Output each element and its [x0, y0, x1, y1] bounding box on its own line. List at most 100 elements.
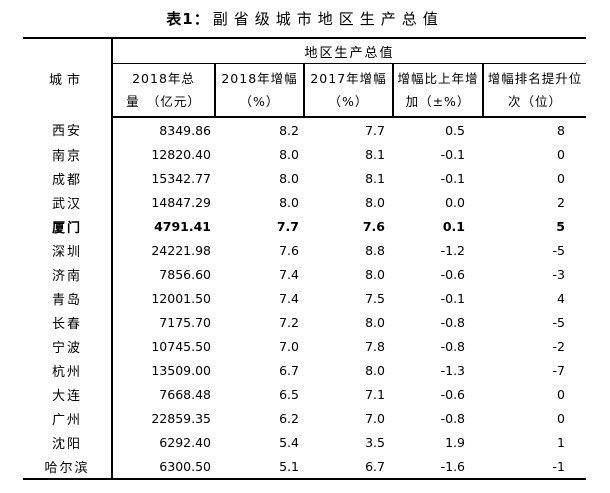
table-row: 沈阳 6292.40 5.4 3.5 1.9 1	[23, 430, 586, 454]
col-header-rank-change-line2: 次（位）	[507, 94, 562, 109]
rank-change-cell: 8	[557, 122, 565, 138]
total-2018-cell: 8349.86	[159, 122, 211, 138]
growth-2018-cell: 8.2	[279, 122, 299, 138]
city-cell: 济南	[23, 262, 113, 286]
col-header-change-line1: 增幅比上年增	[397, 71, 479, 86]
change-cell: -0.8	[440, 410, 465, 426]
growth-2018-cell: 6.7	[279, 362, 299, 378]
table-row: 杭州 13509.00 6.7 8.0 -1.3 -7	[23, 358, 586, 382]
table-row: 武汉 14847.29 8.0 8.0 0.0 2	[23, 190, 586, 214]
change-cell: 0.1	[442, 218, 465, 234]
growth-2017-cell: 8.8	[365, 242, 385, 258]
growth-2018-cell: 6.5	[279, 386, 299, 402]
change-cell: 0.5	[445, 122, 465, 138]
growth-2017-cell: 3.5	[365, 434, 385, 450]
total-2018-cell: 22859.35	[151, 410, 211, 426]
growth-2018-cell: 7.4	[279, 266, 299, 282]
col-header-total-2018-line1: 2018年总	[132, 71, 195, 86]
change-cell: 0.0	[445, 194, 465, 210]
table-title-text: 副省级城市地区生产总值	[212, 10, 444, 28]
city-cell: 厦门	[23, 214, 113, 238]
rank-change-cell: -3	[552, 266, 565, 282]
total-2018-cell: 12001.50	[151, 290, 211, 306]
change-cell: -1.3	[440, 362, 465, 378]
table-row: 哈尔滨 6300.50 5.1 6.7 -1.6 -1	[23, 454, 586, 479]
total-2018-cell: 7856.60	[159, 266, 211, 282]
growth-2017-cell: 7.8	[365, 338, 385, 354]
rank-change-cell: -1	[552, 458, 565, 474]
growth-2018-cell: 7.2	[279, 314, 299, 330]
city-cell: 广州	[23, 406, 113, 430]
city-cell: 南京	[23, 142, 113, 166]
rank-change-cell: 4	[557, 290, 565, 306]
change-cell: -1.2	[440, 242, 465, 258]
rank-change-cell: 5	[556, 218, 565, 234]
growth-2018-cell: 7.6	[279, 242, 299, 258]
city-cell: 哈尔滨	[23, 454, 113, 479]
total-2018-cell: 24221.98	[151, 242, 211, 258]
rank-change-cell: -7	[552, 362, 565, 378]
change-cell: -0.8	[440, 314, 465, 330]
rank-change-cell: -5	[552, 242, 565, 258]
table-title: 表1： 副省级城市地区生产总值	[0, 0, 610, 37]
city-cell: 青岛	[23, 286, 113, 310]
table-row: 长春 7175.70 7.2 8.0 -0.8 -5	[23, 310, 586, 334]
city-cell: 杭州	[23, 358, 113, 382]
total-2018-cell: 13509.00	[151, 362, 211, 378]
table-row: 西安 8349.86 8.2 7.7 0.5 8	[23, 117, 586, 142]
rank-change-cell: 0	[557, 146, 565, 162]
gdp-table: 城市 地区生产总值 2018年总 量 （亿元） 2018年增幅 （%） 2017…	[23, 37, 586, 480]
city-cell: 西安	[23, 117, 113, 142]
change-cell: -0.1	[440, 290, 465, 306]
change-cell: -0.1	[440, 146, 465, 162]
table-row: 青岛 12001.50 7.4 7.5 -0.1 4	[23, 286, 586, 310]
col-header-growth-2017-line1: 2017年增幅	[310, 71, 387, 86]
city-cell: 沈阳	[23, 430, 113, 454]
growth-2018-cell: 5.4	[279, 434, 299, 450]
growth-2017-cell: 8.0	[365, 266, 385, 282]
city-cell: 宁波	[23, 334, 113, 358]
growth-2018-cell: 6.2	[279, 410, 299, 426]
growth-2017-cell: 8.1	[365, 170, 385, 186]
change-cell: -0.6	[440, 386, 465, 402]
growth-2017-cell: 8.0	[365, 362, 385, 378]
total-2018-cell: 10745.50	[151, 338, 211, 354]
growth-2018-cell: 7.7	[276, 218, 299, 234]
growth-2017-cell: 7.7	[365, 122, 385, 138]
col-header-total-2018-line2: 量 （亿元）	[126, 94, 201, 109]
col-header-growth-2017-line2: （%）	[328, 94, 369, 109]
growth-2018-cell: 5.1	[279, 458, 299, 474]
growth-2017-cell: 6.7	[365, 458, 385, 474]
col-header-growth-2018: 2018年增幅 （%）	[214, 63, 304, 118]
total-2018-cell: 7668.48	[159, 386, 211, 402]
rank-change-cell: -2	[552, 338, 565, 354]
total-2018-cell: 14847.29	[151, 194, 211, 210]
growth-2017-cell: 7.1	[365, 386, 385, 402]
table-row: 大连 7668.48 6.5 7.1 -0.6 0	[23, 382, 586, 406]
table-row: 济南 7856.60 7.4 8.0 -0.6 -3	[23, 262, 586, 286]
city-cell: 深圳	[23, 238, 113, 262]
col-header-total-2018: 2018年总 量 （亿元）	[112, 63, 215, 118]
change-cell: -0.6	[440, 266, 465, 282]
col-header-growth-2018-line1: 2018年增幅	[221, 71, 298, 86]
table-row: 宁波 10745.50 7.0 7.8 -0.8 -2	[23, 334, 586, 358]
city-cell: 武汉	[23, 190, 113, 214]
rank-change-cell: 1	[557, 434, 565, 450]
table-row: 成都 15342.77 8.0 8.1 -0.1 0	[23, 166, 586, 190]
total-2018-cell: 7175.70	[159, 314, 211, 330]
rank-change-cell: 0	[557, 386, 565, 402]
total-2018-cell: 12820.40	[151, 146, 211, 162]
growth-2017-cell: 8.0	[365, 194, 385, 210]
table-row: 广州 22859.35 6.2 7.0 -0.8 0	[23, 406, 586, 430]
growth-2018-cell: 7.0	[279, 338, 299, 354]
table-row: 厦门 4791.41 7.7 7.6 0.1 5	[23, 214, 586, 238]
growth-2017-cell: 8.1	[365, 146, 385, 162]
change-cell: -0.1	[440, 170, 465, 186]
col-header-change-line2: 加（±%）	[405, 94, 471, 109]
rank-change-cell: 0	[557, 170, 565, 186]
rank-change-cell: 0	[557, 410, 565, 426]
total-2018-cell: 4791.41	[154, 218, 211, 234]
gdp-group-header: 地区生产总值	[112, 38, 586, 64]
city-cell: 大连	[23, 382, 113, 406]
growth-2017-cell: 8.0	[365, 314, 385, 330]
